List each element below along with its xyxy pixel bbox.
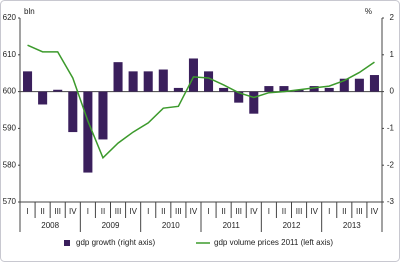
x-tick-label: III <box>175 207 182 216</box>
x-tick-label: III <box>356 207 363 216</box>
x-tick-label: IV <box>69 207 77 216</box>
x-tick-label: II <box>101 207 105 216</box>
y-tick-label: 620 <box>3 13 17 22</box>
y-tick-label: 590 <box>3 124 17 133</box>
year-label: 2008 <box>41 221 59 230</box>
bar <box>68 91 78 133</box>
legend-label: gdp growth (right axis) <box>76 238 155 247</box>
bar <box>294 89 304 92</box>
bar <box>143 71 153 92</box>
x-tick-label: I <box>328 207 330 216</box>
bar <box>173 87 183 92</box>
x-tick-label: II <box>282 207 286 216</box>
bar <box>264 86 274 92</box>
bar <box>369 75 379 92</box>
x-tick-label: II <box>342 207 346 216</box>
legend-label: gdp volume prices 2011 (left axis) <box>214 238 333 247</box>
y-tick-label: 570 <box>3 197 17 206</box>
year-label: 2013 <box>343 221 361 230</box>
bar <box>219 87 229 92</box>
x-tick-label: I <box>207 207 209 216</box>
x-tick-label: IV <box>310 207 318 216</box>
x-tick-label: IV <box>371 207 379 216</box>
x-tick-label: I <box>147 207 149 216</box>
bar <box>339 78 349 92</box>
year-label: 2011 <box>223 221 241 230</box>
bar <box>83 91 93 173</box>
bar <box>53 89 63 92</box>
left-axis-label: bln <box>24 7 35 16</box>
bar <box>354 78 364 92</box>
year-label: 2010 <box>162 221 180 230</box>
y2-tick-label: -1 <box>387 124 395 133</box>
year-label: 2012 <box>283 221 301 230</box>
x-tick-label: III <box>54 207 61 216</box>
bar <box>128 71 138 92</box>
bar <box>309 86 319 92</box>
x-tick-label: III <box>235 207 242 216</box>
y2-tick-label: -3 <box>387 197 395 206</box>
right-axis-label: % <box>365 7 372 16</box>
y2-tick-label: -2 <box>387 160 395 169</box>
x-tick-label: III <box>296 207 303 216</box>
bar <box>204 71 214 92</box>
bar <box>98 91 108 140</box>
bar <box>23 71 33 92</box>
x-tick-label: II <box>221 207 225 216</box>
y2-tick-label: 2 <box>390 13 395 22</box>
x-tick-label: II <box>161 207 165 216</box>
x-tick-label: I <box>268 207 270 216</box>
x-tick-label: IV <box>129 207 137 216</box>
bar <box>249 91 259 114</box>
x-tick-label: IV <box>250 207 258 216</box>
y-tick-label: 580 <box>3 160 17 169</box>
x-tick-label: I <box>26 207 28 216</box>
bar <box>113 62 123 92</box>
y-tick-label: 600 <box>3 87 17 96</box>
x-tick-label: IV <box>190 207 198 216</box>
bar <box>188 58 198 92</box>
bar <box>38 91 48 105</box>
x-tick-label: I <box>87 207 89 216</box>
y2-tick-label: 1 <box>390 50 395 59</box>
bar <box>234 91 244 103</box>
legend-swatch <box>64 240 70 246</box>
y2-tick-label: 0 <box>390 87 395 96</box>
x-tick-label: II <box>40 207 44 216</box>
y-tick-label: 610 <box>3 50 17 59</box>
line <box>27 44 375 160</box>
x-tick-label: III <box>115 207 122 216</box>
year-label: 2009 <box>102 221 120 230</box>
bar <box>324 87 334 92</box>
bar <box>158 69 168 92</box>
bar <box>279 86 289 92</box>
